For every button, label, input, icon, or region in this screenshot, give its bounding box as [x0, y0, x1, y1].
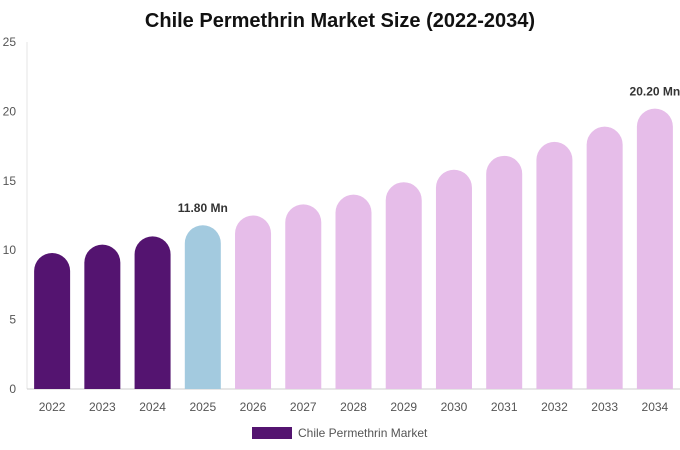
data-label-2025: 11.80 Mn	[178, 201, 228, 215]
bar-2022[interactable]	[34, 252, 71, 389]
y-tick-label: 0	[9, 382, 16, 396]
y-axis-ticks: 0 5 10 15 20 25	[3, 35, 17, 396]
legend-label: Chile Permethrin Market	[298, 426, 428, 440]
chart-title: Chile Permethrin Market Size (2022-2034)	[145, 10, 535, 32]
x-tick-label: 2023	[89, 400, 116, 414]
bar-2025[interactable]	[184, 225, 221, 389]
bars-group	[34, 108, 673, 390]
x-tick-label: 2028	[340, 400, 367, 414]
legend-swatch	[252, 427, 292, 439]
bar-2023[interactable]	[84, 244, 121, 389]
x-tick-label: 2032	[541, 400, 568, 414]
y-tick-label: 25	[3, 35, 17, 49]
y-tick-label: 10	[3, 243, 17, 257]
x-tick-label: 2022	[39, 400, 66, 414]
y-tick-label: 5	[9, 313, 16, 327]
data-label-2034: 20.20 Mn	[630, 85, 680, 99]
x-tick-label: 2033	[591, 400, 618, 414]
bar-2030[interactable]	[435, 169, 472, 389]
y-tick-label: 20	[3, 104, 17, 118]
bar-2033[interactable]	[586, 126, 623, 389]
x-tick-label: 2030	[441, 400, 468, 414]
bar-2032[interactable]	[536, 141, 573, 389]
bar-2029[interactable]	[385, 182, 422, 389]
bar-2031[interactable]	[486, 155, 523, 389]
legend[interactable]: Chile Permethrin Market	[252, 426, 428, 440]
x-tick-label: 2027	[290, 400, 317, 414]
bar-2027[interactable]	[285, 204, 322, 389]
x-tick-label: 2034	[642, 400, 669, 414]
bar-2034[interactable]	[636, 108, 673, 390]
x-axis-ticks: 2022 2023 2024 2025 2026 2027 2028 2029 2030 2031…	[39, 400, 669, 414]
x-tick-label: 2029	[390, 400, 417, 414]
bar-2026[interactable]	[235, 215, 272, 389]
data-labels: 11.80 Mn 20.20 Mn	[178, 85, 680, 216]
x-tick-label: 2025	[189, 400, 216, 414]
y-tick-label: 15	[3, 174, 17, 188]
bar-2028[interactable]	[335, 194, 372, 389]
x-tick-label: 2026	[240, 400, 267, 414]
x-tick-label: 2024	[139, 400, 166, 414]
bar-2024[interactable]	[134, 236, 171, 389]
x-tick-label: 2031	[491, 400, 518, 414]
